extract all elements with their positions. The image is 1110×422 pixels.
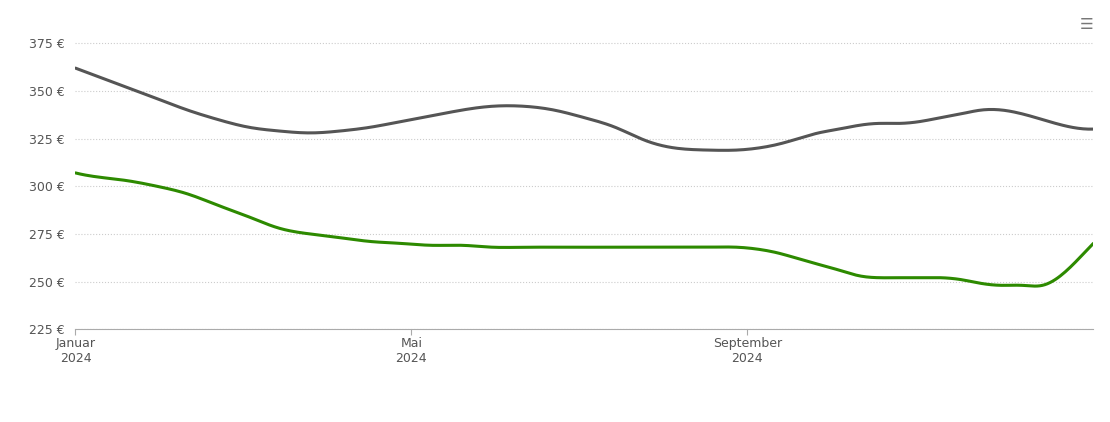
Text: ☰: ☰ [1080,17,1093,32]
